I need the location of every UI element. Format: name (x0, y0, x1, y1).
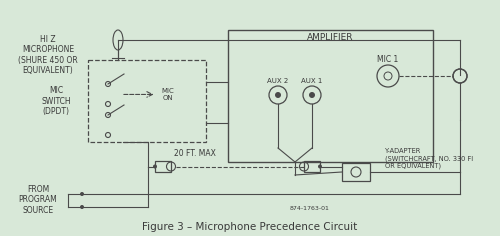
Bar (88, 60, 206, 142)
Circle shape (80, 205, 84, 209)
Circle shape (153, 164, 157, 169)
Circle shape (309, 92, 315, 98)
Text: FROM
PROGRAM
SOURCE: FROM PROGRAM SOURCE (18, 185, 58, 215)
Bar (228, 30, 433, 162)
Text: 20 FT. MAX: 20 FT. MAX (174, 148, 216, 157)
Text: Figure 3 – Microphone Precedence Circuit: Figure 3 – Microphone Precedence Circuit (142, 222, 358, 232)
Text: MIC
SWITCH
(DPDT): MIC SWITCH (DPDT) (41, 86, 71, 116)
Bar (342, 163, 370, 181)
Circle shape (80, 192, 84, 196)
Text: AMPLIFIER: AMPLIFIER (307, 34, 354, 42)
Circle shape (275, 92, 281, 98)
Text: AUX 2: AUX 2 (268, 78, 288, 84)
Bar (304, 161, 320, 172)
Text: Y-ADAPTER
(SWITCHCRAFT, NO. 330 FI
OR EQUIVALENT): Y-ADAPTER (SWITCHCRAFT, NO. 330 FI OR EQ… (385, 148, 473, 169)
Text: MIC
ON: MIC ON (162, 88, 174, 101)
Text: MIC 1: MIC 1 (378, 55, 398, 64)
Text: 874-1763-01: 874-1763-01 (290, 206, 330, 211)
Text: AUX 1: AUX 1 (302, 78, 322, 84)
Circle shape (318, 164, 322, 169)
Bar (155, 161, 171, 172)
Text: HI Z
MICROPHONE
(SHURE 450 OR
EQUIVALENT): HI Z MICROPHONE (SHURE 450 OR EQUIVALENT… (18, 35, 78, 75)
